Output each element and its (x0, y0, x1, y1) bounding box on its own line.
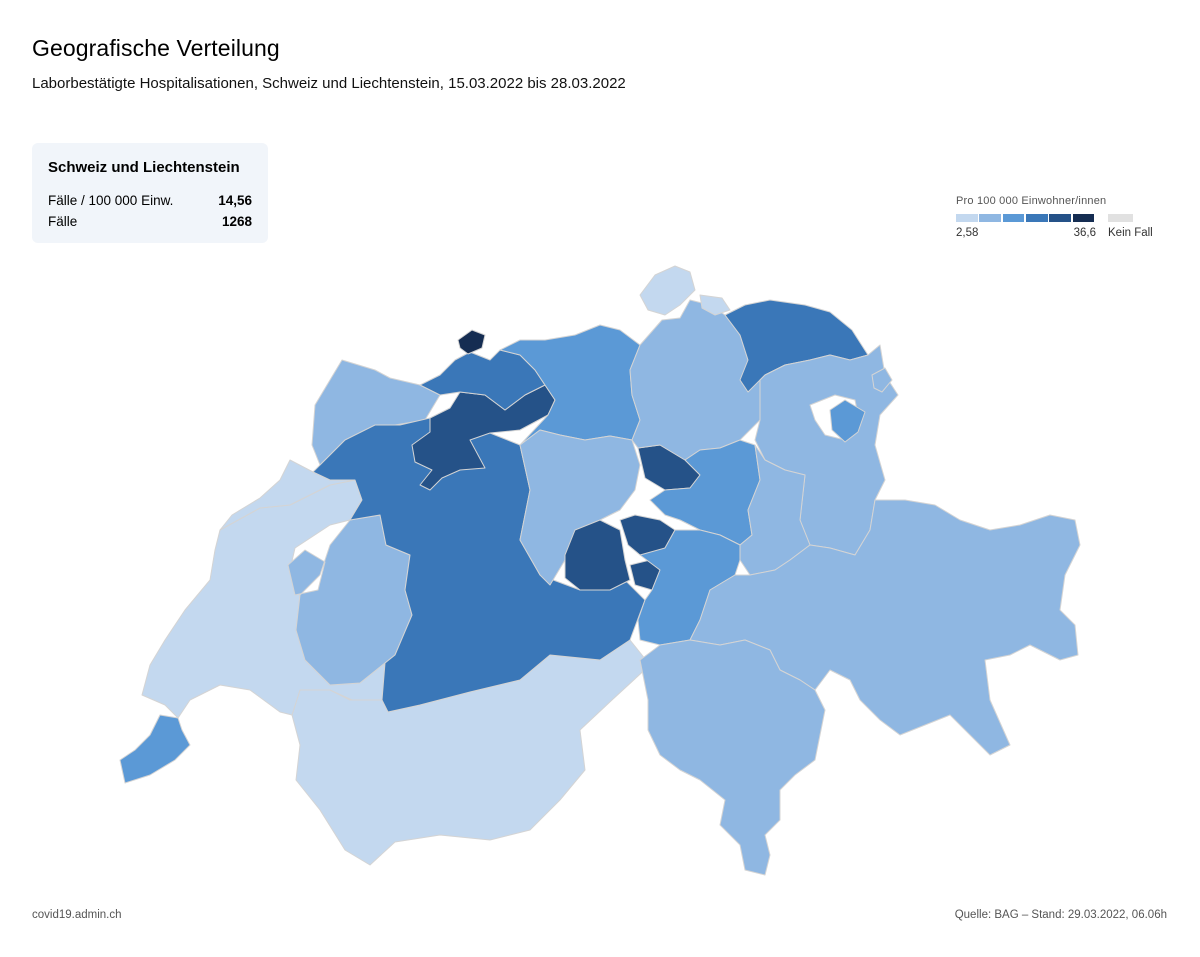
legend-title: Pro 100 000 Einwohner/innen (956, 195, 1107, 207)
legend-row: 2,58 36,6 Kein Fall (956, 214, 1166, 239)
summary-label: Fälle / 100 000 Einw. (48, 193, 174, 208)
footer-source-note: Quelle: BAG – Stand: 29.03.2022, 06.06h (954, 909, 1167, 921)
legend-max-label: 36,6 (1073, 227, 1096, 239)
legend-scale-labels: 2,58 36,6 (956, 227, 1096, 239)
legend-swatch (1002, 214, 1025, 222)
legend-scale: 2,58 36,6 (956, 214, 1096, 239)
legend-swatch (1049, 214, 1072, 222)
switzerland-choropleth-map (119, 265, 1081, 876)
legend-no-case-swatch (1108, 214, 1133, 222)
legend-swatch (1072, 214, 1095, 222)
page-title: Geografische Verteilung (32, 35, 280, 61)
region-geneva[interactable] (119, 714, 191, 784)
region-graubunden[interactable] (689, 499, 1081, 756)
footer-source-site: covid19.admin.ch (32, 909, 122, 921)
map-legend: Pro 100 000 Einwohner/innen 2,58 36,6 Ke… (956, 195, 1166, 239)
legend-swatch (956, 214, 978, 222)
legend-swatch (1025, 214, 1048, 222)
summary-title: Schweiz und Liechtenstein (48, 159, 240, 176)
legend-swatches (956, 214, 1096, 222)
legend-no-case: Kein Fall (1108, 214, 1153, 239)
summary-row-incidence: Fälle / 100 000 Einw. 14,56 (48, 190, 252, 211)
region-lucerne[interactable] (519, 429, 641, 586)
summary-value: 1268 (221, 214, 252, 229)
region-basel-stadt[interactable] (457, 329, 486, 355)
region-ticino[interactable] (639, 639, 826, 876)
region-schaffhausen[interactable] (639, 265, 731, 316)
summary-value: 14,56 (218, 193, 252, 208)
summary-row-cases: Fälle 1268 (48, 211, 252, 232)
legend-min-label: 2,58 (956, 227, 979, 239)
legend-no-case-label: Kein Fall (1108, 227, 1153, 239)
legend-swatch (979, 214, 1002, 222)
region-appenzell[interactable] (829, 399, 866, 443)
summary-box: Schweiz und Liechtenstein Fälle / 100 00… (32, 143, 268, 243)
page-subtitle: Laborbestätigte Hospitalisationen, Schwe… (32, 75, 626, 92)
region-liechtenstein[interactable] (871, 367, 893, 393)
summary-label: Fälle (48, 214, 78, 229)
